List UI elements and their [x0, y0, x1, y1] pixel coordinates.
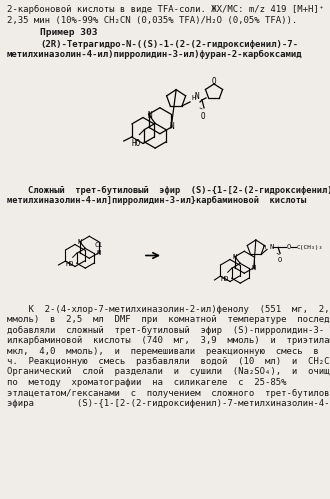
Text: Cl: Cl	[95, 242, 103, 248]
Text: Органический  слой  разделали  и  сушили  (Na₂SO₄),  и  очищали  остаток: Органический слой разделали и сушили (Na…	[7, 367, 330, 377]
Text: N: N	[170, 122, 175, 131]
Text: метилхиназолин-4-ил)пирролидин-3-ил)фуран-2-карбоксамид: метилхиназолин-4-ил)пирролидин-3-ил)фура…	[7, 50, 303, 59]
Text: N: N	[269, 245, 273, 250]
Text: N: N	[147, 111, 152, 120]
Text: N: N	[252, 265, 256, 271]
Text: H: H	[263, 245, 266, 250]
Text: 2,35 мин (10%-99% CH₂CN (0,035% TFA)/H₂O (0,05% TFA)).: 2,35 мин (10%-99% CH₂CN (0,035% TFA)/H₂O…	[7, 15, 297, 24]
Text: C(CH₃)₃: C(CH₃)₃	[297, 245, 323, 250]
Text: O: O	[278, 257, 282, 263]
Text: HO: HO	[220, 276, 229, 282]
Text: этлацетатом/гексанами  с  получением  сложного  трет-бутилового: этлацетатом/гексанами с получением сложн…	[7, 389, 330, 398]
Text: N: N	[194, 92, 199, 101]
Text: ммоль)  в  2,5  мл  DMF  при  комнатной  температуре  последовательно: ммоль) в 2,5 мл DMF при комнатной темпер…	[7, 315, 330, 324]
Text: ч.  Реакционную  смесь  разбавляли  водой  (10  мл)  и  CH₂Cl₂  (10  мл).: ч. Реакционную смесь разбавляли водой (1…	[7, 357, 330, 366]
Text: по  методу  хроматографии  на  силикагеле  с  25-85%: по методу хроматографии на силикагеле с …	[7, 378, 286, 387]
Text: К  2-(4-хлор-7-метилхиназолин-2-ил)фенолу  (551  мг,  2,03: К 2-(4-хлор-7-метилхиназолин-2-ил)фенолу…	[7, 304, 330, 313]
Text: мкл,  4,0  ммоль),  и  перемешивали  реакционную  смесь  в  течение  12: мкл, 4,0 ммоль), и перемешивали реакцион…	[7, 346, 330, 355]
Text: илкарбаминовой  кислоты  (740  мг,  3,9  ммоль)  и  триэтиламин  (567: илкарбаминовой кислоты (740 мг, 3,9 ммол…	[7, 336, 330, 345]
Text: O: O	[201, 112, 205, 121]
Text: N: N	[97, 250, 101, 256]
Text: добавляли  сложный  трет-бутиловый  эфир  (S)-пирролидин-3-: добавляли сложный трет-бутиловый эфир (S…	[7, 325, 324, 335]
Text: H: H	[191, 95, 195, 101]
Text: O: O	[287, 245, 291, 250]
Text: Сложный  трет-бутиловый  эфир  (S)-{1-[2-(2-гидроксифенил)-7-: Сложный трет-бутиловый эфир (S)-{1-[2-(2…	[7, 186, 330, 195]
Text: N: N	[78, 239, 82, 245]
Text: HO: HO	[65, 261, 74, 267]
Text: Пример 303: Пример 303	[40, 28, 97, 37]
Text: HO: HO	[132, 139, 141, 148]
Text: N: N	[233, 254, 237, 260]
Text: (2R)-Тетрагидро-N-((S)-1-(2-(2-гидроксифенил)-7-: (2R)-Тетрагидро-N-((S)-1-(2-(2-гидроксиф…	[40, 39, 298, 48]
Text: 2-карбоновой кислоты в виде TFA-соли. ЖХ/МС: m/z 419 [M+H]⁺ на: 2-карбоновой кислоты в виде TFA-соли. ЖХ…	[7, 5, 330, 14]
Text: эфира        (S)-{1-[2-(2-гидроксифенил)-7-метилхиназолин-4-: эфира (S)-{1-[2-(2-гидроксифенил)-7-мети…	[7, 399, 329, 408]
Text: O: O	[212, 77, 216, 86]
Text: метилхиназолин-4-ил]пирролидин-3-ил}карбаминовой  кислоты: метилхиназолин-4-ил]пирролидин-3-ил}карб…	[7, 196, 306, 205]
